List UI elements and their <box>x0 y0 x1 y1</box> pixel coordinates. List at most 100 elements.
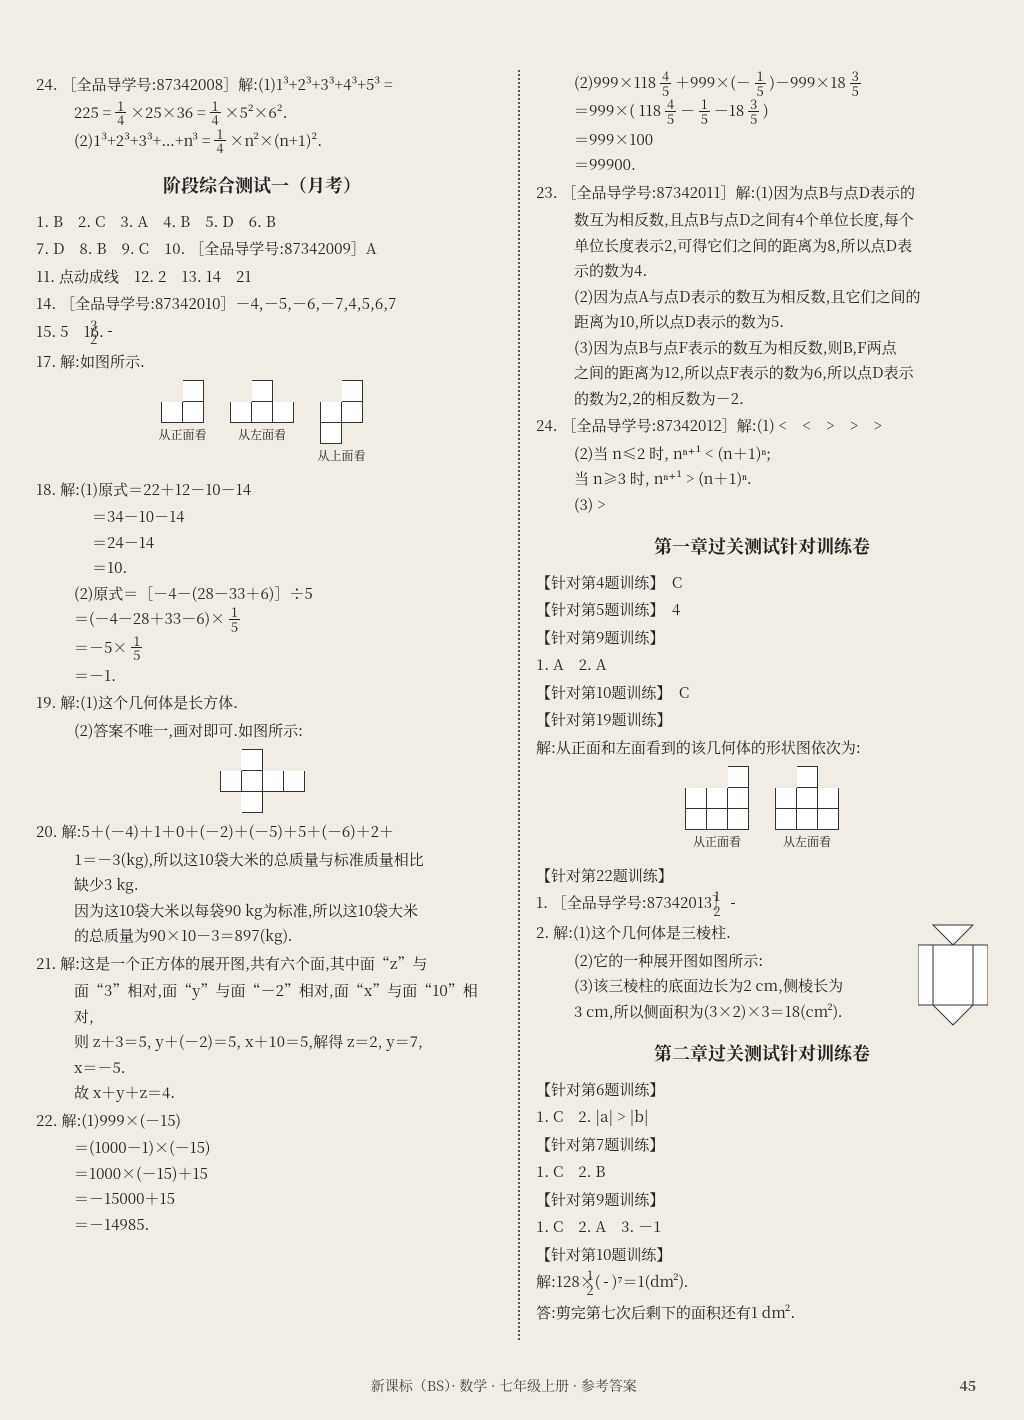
right-column: (2)999×118 45 ＋999×(－ 15 )－999×18 35 ＝99… <box>536 70 988 1340</box>
frac: 45 <box>665 97 676 125</box>
ans-11-13: 11. 点动成线 12. 2 13. 14 21 <box>36 264 488 290</box>
txt: 225 = <box>74 102 111 123</box>
q24c: 当 n≥3 时, nⁿ⁺¹ > (n＋1)ⁿ. <box>536 466 988 492</box>
txt: (2)999×118 <box>574 72 656 93</box>
q24d: (3) > <box>536 492 988 518</box>
ans-1-6: 1. B 2. C 3. A 4. B 5. D 6. B <box>36 209 488 235</box>
page: 24. ［全品导学号:87342008］解:(1)1³+2³+3³+4³+5³ … <box>0 0 1024 1420</box>
s9: 【针对第9题训练】 <box>536 1187 988 1213</box>
view-top: 从上面看 <box>316 380 367 466</box>
txt: ) <box>763 100 768 121</box>
q23b: 数互为相反数,且点B与点D之间有4个单位长度,每个 <box>536 207 988 233</box>
txt: 1. ［全品导学号:87342013］ <box>536 892 727 913</box>
t5: 【针对第5题训练】 4 <box>536 597 988 623</box>
q23h: 之间的距离为12,所以点F表示的数为6,所以点D表示 <box>536 360 988 386</box>
s7a: 1. C 2. B <box>536 1159 988 1185</box>
q22c: ＝1000×(－15)＋15 <box>36 1161 488 1187</box>
q23c: 单位长度表示2,可得它们之间的距离为8,所以点D表 <box>536 233 988 259</box>
frac: 15 <box>755 69 766 97</box>
q20d: 因为这10袋大米以每袋90 kg为标准,所以这10袋大米 <box>36 898 488 924</box>
frac-1-5b: 15 <box>131 634 142 662</box>
caption-front: 从正面看 <box>693 832 741 852</box>
q23i: 的数为2,2的相反数为－2. <box>536 386 988 412</box>
three-views: 从正面看 从左面看 从上面看 <box>36 380 488 466</box>
q19b: (2)答案不唯一,画对即可.如图所示: <box>36 718 488 744</box>
ans-14: 14. ［全品导学号:87342010］－4,－5,－6,－7,4,5,6,7 <box>36 291 488 317</box>
frac-1-4c: 14 <box>214 127 225 155</box>
frac: 15 <box>699 97 710 125</box>
left-column: 24. ［全品导学号:87342008］解:(1)1³+2³+3³+4³+5³ … <box>36 70 488 1340</box>
q22e: ＝－14985. <box>36 1212 488 1238</box>
q18a: ＝34－10－14 <box>36 504 488 530</box>
q18b: ＝24－14 <box>36 530 488 556</box>
txt: ＝999×( 118 <box>574 100 661 121</box>
view-left: 从左面看 <box>771 766 843 852</box>
q23e: (2)因为点A与点D表示的数互为相反数,且它们之间的 <box>536 284 988 310</box>
view-left: 从左面看 <box>226 380 298 466</box>
s10: 【针对第10题训练】 <box>536 1242 988 1268</box>
t10: 【针对第10题训练】 C <box>536 680 988 706</box>
sec2-title: 第二章过关测试针对训练卷 <box>536 1038 988 1069</box>
txt: (2)1³+2³+3³+…+n³ = <box>74 130 211 151</box>
q21a: 21. 解:这是一个正方体的展开图,共有六个面,其中面“z”与 <box>36 951 488 977</box>
q23d: 示的数为4. <box>536 258 988 284</box>
t19a: 解:从正面和左面看到的该几何体的形状图依次为: <box>536 735 988 761</box>
q22b: ＝(1000－1)×(－15) <box>36 1135 488 1161</box>
txt: ＝－5× <box>74 637 127 658</box>
frac-1-2b: 12 <box>604 1268 608 1296</box>
cuboid-net <box>36 749 488 813</box>
s10b: 答:剪完第七次后剩下的面积还有1 dm². <box>536 1300 988 1326</box>
s10a: 解:128×( 12 )⁷＝1(dm²). <box>536 1269 988 1297</box>
q21d: x＝－5. <box>36 1055 488 1081</box>
txt: － <box>680 100 695 121</box>
q20c: 缺少3 kg. <box>36 872 488 898</box>
q24-line3: (2)1³+2³+3³+…+n³ = 14 ×n²×(n+1)². <box>36 128 488 156</box>
q24-line1: 24. ［全品导学号:87342008］解:(1)1³+2³+3³+4³+5³ … <box>36 72 488 98</box>
s9a: 1. C 2. A 3. －1 <box>536 1214 988 1240</box>
r3: ＝999×100 <box>536 127 988 153</box>
caption-left: 从左面看 <box>783 832 831 852</box>
s6: 【针对第6题训练】 <box>536 1077 988 1103</box>
page-footer: 新课标（BS）· 数学 · 七年级上册 · 参考答案 45 <box>0 1376 1024 1396</box>
page-number: 45 <box>960 1376 977 1396</box>
t22-1: 1. ［全品导学号:87342013］ 12 <box>536 890 988 918</box>
q23f: 距离为10,所以点D表示的数为5. <box>536 309 988 335</box>
two-column-layout: 24. ［全品导学号:87342008］解:(1)1³+2³+3³+4³+5³ … <box>36 70 988 1340</box>
ans-15-16: 15. 5 16. 32 <box>36 319 488 347</box>
t9a: 1. A 2. A <box>536 652 988 678</box>
r4: ＝99900. <box>536 152 988 178</box>
q17: 17. 解:如图所示. <box>36 349 488 375</box>
q24a: 24. ［全品导学号:87342012］解:(1) < < > > > <box>536 413 988 439</box>
ans-7-10: 7. D 8. B 9. C 10. ［全品导学号:87342009］A <box>36 236 488 262</box>
q18-2c: ＝－5× 15 <box>36 635 488 663</box>
txt: －18 <box>714 100 744 121</box>
stage-title: 阶段综合测试一（月考） <box>36 170 488 201</box>
caption-top: 从上面看 <box>317 446 365 466</box>
view-front: 从正面看 <box>157 380 208 466</box>
q24-line2: 225 = 14 ×25×36 = 14 ×5²×6². <box>36 100 488 128</box>
two-views: 从正面看 从左面看 <box>536 766 988 852</box>
caption-left: 从左面看 <box>238 425 286 445</box>
frac: 35 <box>748 97 759 125</box>
frac-1-2: 12 <box>731 889 735 917</box>
footer-title: 新课标（BS）· 数学 · 七年级上册 · 参考答案 <box>48 1376 960 1396</box>
t9: 【针对第9题训练】 <box>536 625 988 651</box>
q18-2a: (2)原式＝［－4－(28－33＋6)］÷5 <box>36 581 488 607</box>
t19: 【针对第19题训练】 <box>536 707 988 733</box>
frac-3-2: 32 <box>108 318 112 346</box>
q23a: 23. ［全品导学号:87342011］解:(1)因为点B与点D表示的 <box>536 180 988 206</box>
q21c: 则 z＋3＝5, y＋(－2)＝5, x＋10＝5,解得 z＝2, y＝7, <box>36 1029 488 1055</box>
column-divider <box>518 70 520 1340</box>
q22a: 22. 解:(1)999×(－15) <box>36 1108 488 1134</box>
view-front: 从正面看 <box>681 766 753 852</box>
sec1-title: 第一章过关测试针对训练卷 <box>536 531 988 562</box>
q23g: (3)因为点B与点F表示的数互为相反数,则B,F两点 <box>536 335 988 361</box>
frac-1-4b: 14 <box>210 99 221 127</box>
q22d: ＝－15000＋15 <box>36 1186 488 1212</box>
txt: ×5²×6². <box>225 102 288 123</box>
frac: 35 <box>850 69 861 97</box>
caption-front: 从正面看 <box>158 425 206 445</box>
r1: (2)999×118 45 ＋999×(－ 15 )－999×18 35 <box>536 70 988 98</box>
frac-1-4a: 14 <box>115 99 126 127</box>
s7: 【针对第7题训练】 <box>536 1132 988 1158</box>
